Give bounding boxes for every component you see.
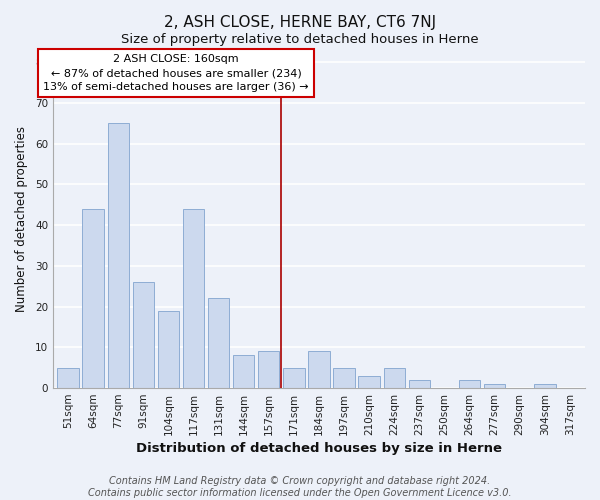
Bar xyxy=(58,368,79,388)
Text: 2 ASH CLOSE: 160sqm
← 87% of detached houses are smaller (234)
13% of semi-detac: 2 ASH CLOSE: 160sqm ← 87% of detached ho… xyxy=(43,54,309,92)
Text: Size of property relative to detached houses in Herne: Size of property relative to detached ho… xyxy=(121,32,479,46)
Text: Contains HM Land Registry data © Crown copyright and database right 2024.
Contai: Contains HM Land Registry data © Crown c… xyxy=(88,476,512,498)
Bar xyxy=(308,352,329,388)
Bar xyxy=(283,368,305,388)
Bar xyxy=(233,356,254,388)
Bar xyxy=(183,209,204,388)
Bar xyxy=(107,124,129,388)
Text: 2, ASH CLOSE, HERNE BAY, CT6 7NJ: 2, ASH CLOSE, HERNE BAY, CT6 7NJ xyxy=(164,15,436,30)
Bar xyxy=(534,384,556,388)
Bar xyxy=(459,380,480,388)
Bar xyxy=(409,380,430,388)
Bar xyxy=(258,352,280,388)
Bar xyxy=(484,384,505,388)
X-axis label: Distribution of detached houses by size in Herne: Distribution of detached houses by size … xyxy=(136,442,502,455)
Bar xyxy=(358,376,380,388)
Bar xyxy=(82,209,104,388)
Bar xyxy=(383,368,405,388)
Y-axis label: Number of detached properties: Number of detached properties xyxy=(15,126,28,312)
Bar xyxy=(133,282,154,388)
Bar xyxy=(158,310,179,388)
Bar xyxy=(208,298,229,388)
Bar xyxy=(334,368,355,388)
